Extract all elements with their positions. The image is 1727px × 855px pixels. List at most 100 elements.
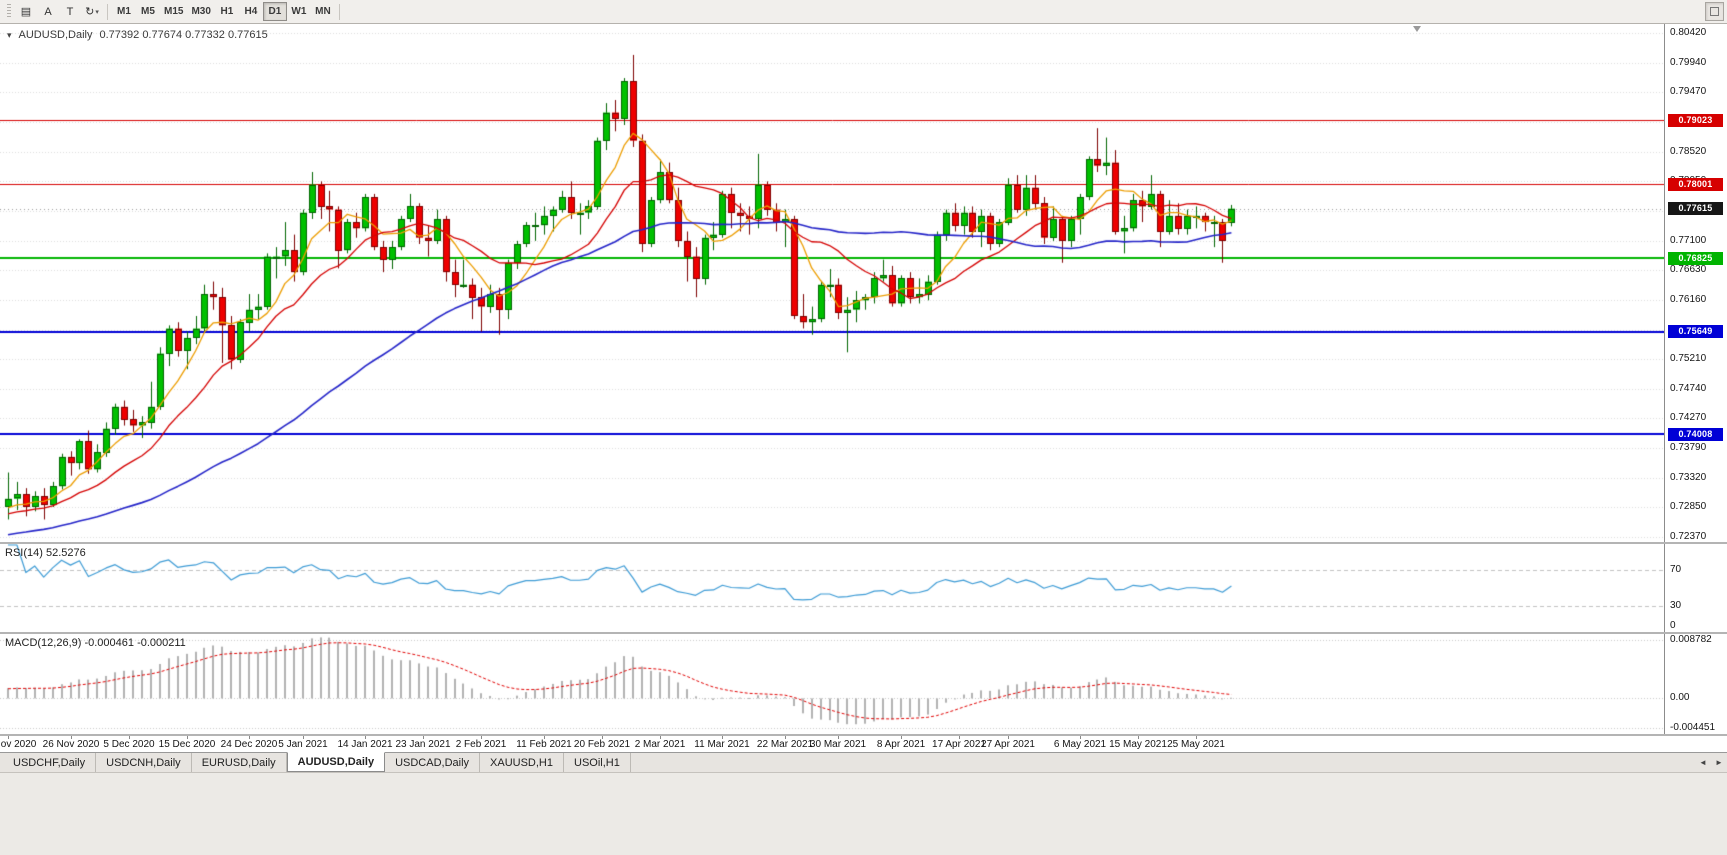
axis-tick-label: 0.75210: [1670, 353, 1707, 365]
timeframe-h4-button[interactable]: H4: [244, 6, 258, 17]
date-tick: [660, 736, 661, 739]
axis-tick-label: 0.73790: [1670, 442, 1707, 454]
date-tick: [1138, 736, 1139, 739]
date-tick: [1080, 736, 1081, 739]
top-toolbar: ▤ A T ↻ ▾ M1 M5 M15 M30 H1 H4 D1 W1 MN: [0, 0, 1727, 24]
axis-tick-label: 0.72370: [1670, 530, 1707, 542]
toolbar-separator: [107, 3, 108, 20]
macd-indicator-canvas[interactable]: [0, 634, 1665, 734]
date-tick: [901, 736, 902, 739]
date-tick: [838, 736, 839, 739]
rsi-axis[interactable]: 70 30 0: [1664, 544, 1727, 632]
date-axis-label: 11 Feb 2021: [516, 739, 572, 750]
axis-tick-label: 0.76160: [1670, 293, 1707, 305]
chart-shift-marker[interactable]: [1413, 26, 1421, 32]
tab-scroll-right-button[interactable]: ►: [1715, 758, 1723, 767]
axis-tick-label: 0.76630: [1670, 264, 1707, 276]
letter-t-button[interactable]: T: [66, 5, 74, 18]
date-axis-label: 17 Apr 2021: [932, 739, 986, 750]
one-click-trading-collapse-icon[interactable]: ▾: [7, 29, 12, 40]
timeframe-toolbar: M1 M5 M15 M30 H1 H4 D1 W1 MN: [112, 2, 335, 21]
price-level-badge: 0.75649: [1668, 325, 1723, 339]
price-level-badge: 0.76825: [1668, 251, 1723, 265]
letter-a-button[interactable]: A: [44, 5, 52, 18]
rsi-indicator-canvas[interactable]: [0, 544, 1665, 632]
axis-tick-label: 0: [1670, 620, 1676, 631]
axis-tick-label: 0.79940: [1670, 57, 1707, 69]
axis-tick-label: 0.00: [1670, 692, 1690, 704]
timeframe-m15-button[interactable]: M15: [164, 6, 184, 17]
date-axis-label: 2 Feb 2021: [455, 739, 507, 750]
toolbar-grip[interactable]: [7, 4, 11, 19]
axis-tick-label: 0.74740: [1670, 382, 1707, 394]
date-axis-label: 15 May 2021: [1109, 739, 1167, 750]
rsi-panel: RSI(14) 52.5276 70 30 0: [0, 544, 1727, 634]
date-tick: [785, 736, 786, 739]
overflow-icon: [1710, 7, 1719, 16]
date-axis-label: 11 Mar 2021: [694, 739, 750, 750]
price-level-badge: 0.74008: [1668, 427, 1723, 441]
tab-usoil-h1[interactable]: USOil,H1: [564, 753, 631, 772]
tab-xauusd-h1[interactable]: XAUUSD,H1: [480, 753, 564, 772]
axis-tick-label: 0.80420: [1670, 27, 1707, 38]
axis-tick-label: 0.78520: [1670, 145, 1707, 157]
status-area: [0, 772, 1727, 855]
date-axis-label: 15 Dec 2020: [158, 739, 216, 750]
timeframe-m30-button[interactable]: M30: [191, 6, 211, 17]
timeframe-h1-button[interactable]: H1: [220, 6, 234, 17]
date-axis-label: 30 Mar 2021: [809, 739, 867, 750]
tab-eurusd-daily[interactable]: EURUSD,Daily: [192, 753, 287, 772]
charts-grid-icon[interactable]: ▤: [20, 6, 32, 18]
chart-tab-bar: USDCHF,Daily USDCNH,Daily EURUSD,Daily AUDU…: [0, 752, 1727, 772]
axis-tick-label: 0.77100: [1670, 234, 1707, 246]
date-axis-label: 5 Dec 2020: [103, 739, 155, 750]
tab-usdchf-daily[interactable]: USDCHF,Daily: [3, 753, 97, 772]
price-chart-panel: ▾ AUDUSD,Daily 0.77392 0.77674 0.77332 0…: [0, 24, 1727, 544]
axis-tick-label: 0.008782: [1670, 634, 1712, 645]
refresh-dropdown-button[interactable]: ↻ ▾: [85, 6, 99, 18]
chart-window: ▾ AUDUSD,Daily 0.77392 0.77674 0.77332 0…: [0, 24, 1727, 752]
date-tick: [544, 736, 545, 739]
date-axis-label: 27 Apr 2021: [981, 739, 1035, 750]
date-axis-label: 14 Jan 2021: [337, 739, 393, 750]
axis-tick-label: 70: [1670, 564, 1682, 576]
tab-scroll-left-button[interactable]: ◄: [1699, 758, 1707, 767]
toolbar-overflow-button[interactable]: [1705, 2, 1724, 21]
axis-tick-label: 30: [1670, 599, 1682, 611]
date-tick: [1196, 736, 1197, 739]
timeframe-d1-button[interactable]: D1: [262, 2, 287, 21]
price-chart-canvas[interactable]: [0, 24, 1665, 542]
date-axis-label: 22 Mar 2021: [756, 739, 814, 750]
toolbar-left-buttons: ▤ A T ↻ ▾: [15, 2, 103, 21]
macd-axis[interactable]: 0.008782 0.00 -0.004451: [1664, 634, 1727, 734]
date-tick: [722, 736, 723, 739]
tab-usdcad-daily[interactable]: USDCAD,Daily: [385, 753, 481, 772]
timeframe-mn-button[interactable]: MN: [315, 6, 331, 17]
timeframe-m1-button[interactable]: M1: [117, 6, 131, 17]
date-axis-label: 23 Jan 2021: [395, 739, 451, 750]
date-axis-label: 17 Nov 2020: [0, 739, 37, 750]
price-axis[interactable]: 0.804200.799400.794700.790000.785200.780…: [1664, 24, 1727, 542]
date-axis-label: 6 May 2021: [1053, 739, 1107, 750]
date-tick: [187, 736, 188, 739]
date-axis-label: 25 May 2021: [1167, 739, 1225, 750]
date-tick: [71, 736, 72, 739]
chart-ohlc-values: 0.77392 0.77674 0.77332 0.77615: [99, 29, 268, 41]
macd-label: MACD(12,26,9) -0.000461 -0.000211: [5, 637, 186, 649]
macd-panel: MACD(12,26,9) -0.000461 -0.000211 0.0087…: [0, 634, 1727, 736]
timeframe-w1-button[interactable]: W1: [291, 6, 307, 17]
date-axis-label: 5 Jan 2021: [278, 739, 328, 750]
date-tick: [8, 736, 9, 739]
date-tick: [481, 736, 482, 739]
timeframe-m5-button[interactable]: M5: [141, 6, 155, 17]
tabbar-spacer: [631, 753, 1695, 772]
price-level-badge: 0.78001: [1668, 177, 1723, 191]
tab-audusd-daily[interactable]: AUDUSD,Daily: [286, 752, 386, 772]
toolbar-separator: [338, 3, 340, 20]
axis-tick-label: 0.79470: [1670, 86, 1707, 98]
date-axis-label: 8 Apr 2021: [876, 739, 926, 750]
tab-usdcnh-daily[interactable]: USDCNH,Daily: [96, 753, 192, 772]
date-axis-label: 26 Nov 2020: [42, 739, 100, 750]
date-tick: [303, 736, 304, 739]
